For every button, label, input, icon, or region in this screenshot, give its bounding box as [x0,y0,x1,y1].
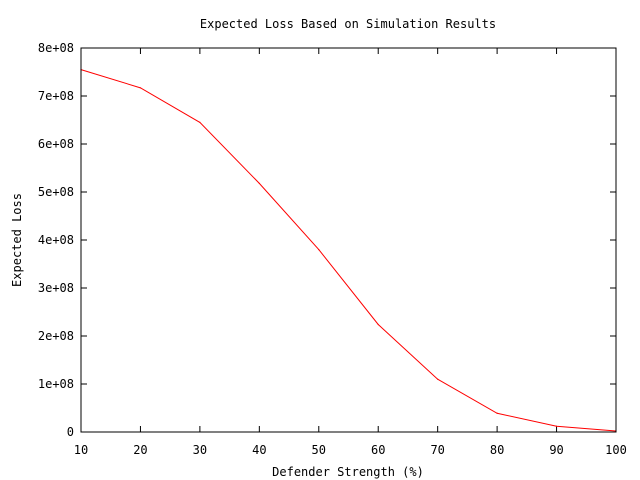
series-line [80,69,617,432]
plot-frame [80,47,617,433]
x-axis-ticks: 10 20 30 40 50 60 70 80 90 100 [74,48,627,457]
data-point [199,121,201,123]
y-tick-label: 7e+08 [38,89,74,103]
data-point [555,425,558,427]
x-tick-label: 60 [371,443,385,457]
x-tick-label: 90 [549,443,563,457]
x-tick-label: 20 [133,443,147,457]
x-tick-label: 70 [430,443,444,457]
y-tick-label: 8e+08 [38,41,74,55]
y-axis-ticks: 0 1e+08 2e+08 3e+08 4e+08 5e+08 6e+08 7e+08 8e+0… [38,41,616,439]
x-tick-label: 40 [252,443,266,457]
data-point [318,249,320,251]
y-tick-label: 4e+08 [38,233,74,247]
y-tick-label: 2e+08 [38,329,74,343]
y-tick-label: 0 [67,425,74,439]
data-point [437,378,439,380]
x-tick-label: 50 [312,443,326,457]
series-group [80,69,617,432]
data-point [496,412,498,414]
x-tick-label: 30 [193,443,207,457]
y-axis-label: Expected Loss [10,193,24,287]
x-tick-label: 10 [74,443,88,457]
chart-title: Expected Loss Based on Simulation Result… [200,17,496,31]
data-point [139,87,142,89]
y-tick-label: 6e+08 [38,137,74,151]
data-point [258,182,260,184]
x-tick-label: 100 [605,443,627,457]
y-tick-label: 5e+08 [38,185,74,199]
data-point [377,323,379,326]
y-tick-label: 3e+08 [38,281,74,295]
x-tick-label: 80 [490,443,504,457]
x-axis-label: Defender Strength (%) [272,465,424,479]
y-tick-label: 1e+08 [38,377,74,391]
